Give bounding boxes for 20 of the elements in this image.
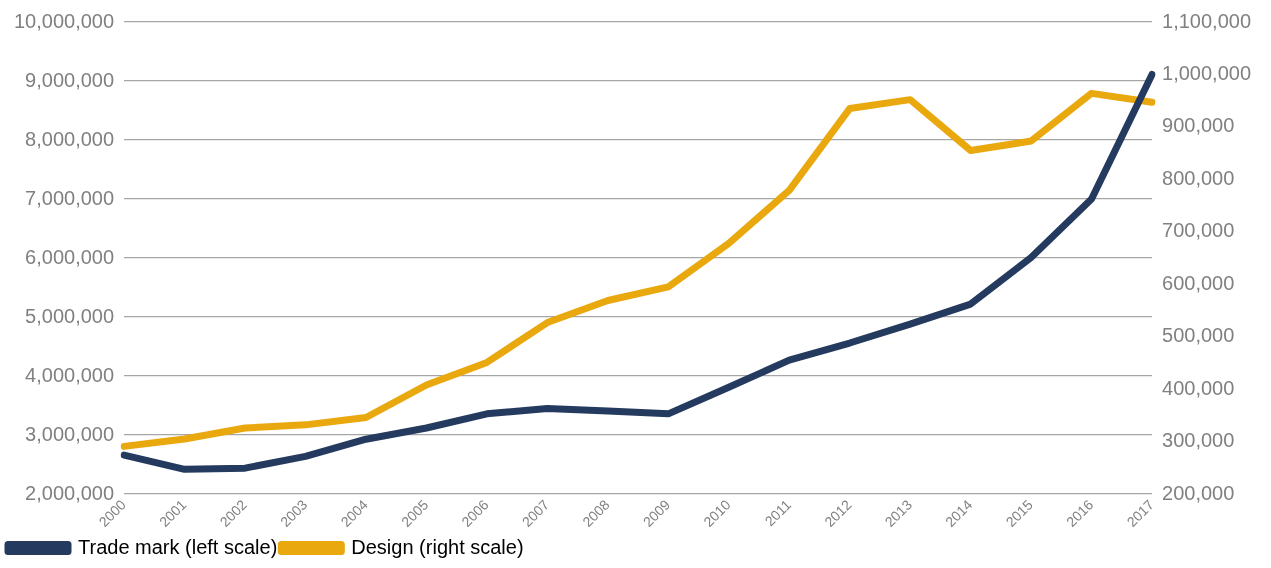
- y-tick-label: 5,000,000: [25, 304, 115, 327]
- y2-tick-label: 300,000: [1162, 429, 1235, 452]
- y2-tick-label: 200,000: [1162, 481, 1235, 504]
- legend-label: Trade mark (left scale): [78, 535, 278, 558]
- y-tick-label: 6,000,000: [25, 245, 115, 268]
- y-tick-label: 4,000,000: [25, 363, 115, 386]
- y-tick-label: 10,000,000: [13, 9, 115, 32]
- y-tick-label: 8,000,000: [25, 127, 115, 150]
- y2-tick-label: 800,000: [1162, 166, 1235, 189]
- y2-tick-label: 500,000: [1162, 324, 1235, 347]
- y-tick-label: 7,000,000: [25, 186, 115, 209]
- y2-tick-label: 600,000: [1162, 271, 1235, 294]
- legend-label: Design (right scale): [351, 535, 524, 558]
- y2-tick-label: 1,100,000: [1162, 9, 1252, 32]
- y-tick-label: 9,000,000: [25, 68, 115, 91]
- y2-tick-label: 400,000: [1162, 376, 1235, 399]
- y2-tick-label: 900,000: [1162, 114, 1235, 137]
- y-tick-label: 3,000,000: [25, 422, 115, 445]
- y2-tick-label: 700,000: [1162, 219, 1235, 242]
- y2-tick-label: 1,000,000: [1162, 61, 1252, 84]
